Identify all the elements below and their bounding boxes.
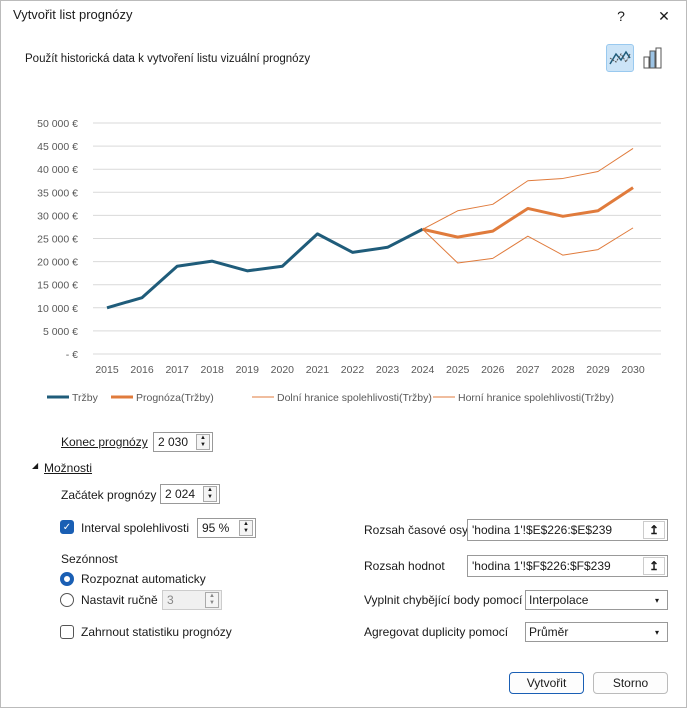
chevron-down-icon: ▾ [655, 595, 660, 605]
y-tick-label: - € [66, 349, 78, 361]
series-line-1 [422, 186, 634, 239]
x-tick-label: 2030 [621, 364, 645, 376]
values-label: Rozsah hodnot [364, 559, 445, 573]
timeline-value[interactable]: 'hodina 1'!$E$226:$E$239 [472, 523, 613, 537]
start-stepper[interactable]: 2 024 ▲ ▼ [160, 484, 220, 504]
x-tick-label: 2019 [236, 364, 260, 376]
values-range-input[interactable]: 'hodina 1'!$F$226:$F$239 ↥ [467, 555, 668, 577]
y-tick-label: 50 000 € [37, 118, 78, 130]
ci-checkbox[interactable]: ✓ [60, 520, 74, 534]
y-tick-label: 25 000 € [37, 234, 78, 246]
series-line-3 [422, 147, 634, 230]
ci-label: Interval spolehlivosti [81, 521, 190, 535]
x-tick-label: 2028 [551, 364, 575, 376]
fill-label: Vyplnit chybějící body pomocí [364, 593, 523, 607]
legend-label: Horní hranice spolehlivosti(Tržby) [458, 392, 614, 404]
create-button[interactable]: Vytvořit [509, 672, 584, 694]
y-tick-label: 10 000 € [37, 303, 78, 315]
x-tick-label: 2029 [586, 364, 610, 376]
seasonality-label: Sezónnost [61, 552, 118, 566]
legend-label: Tržby [72, 392, 99, 404]
chevron-down-icon: ▾ [655, 627, 660, 637]
dialog-title: Vytvořit list prognózy [13, 7, 133, 22]
y-tick-label: 45 000 € [37, 141, 78, 153]
start-value[interactable]: 2 024 [165, 487, 196, 501]
collapse-dialog-icon[interactable]: ↥ [643, 557, 665, 575]
spin-arrows-icon[interactable]: ▲ ▼ [205, 592, 219, 608]
y-tick-label: 30 000 € [37, 210, 78, 222]
collapse-dialog-icon[interactable]: ↥ [643, 521, 665, 539]
series-line-0 [106, 227, 424, 310]
y-tick-label: 35 000 € [37, 187, 78, 199]
stats-checkbox[interactable] [60, 625, 74, 639]
legend-label: Prognóza(Tržby) [136, 392, 214, 404]
fill-select[interactable]: Interpolace ▾ [525, 590, 668, 610]
cancel-button[interactable]: Storno [593, 672, 668, 694]
end-value[interactable]: 2 030 [158, 435, 189, 449]
x-tick-label: 2026 [481, 364, 505, 376]
x-tick-label: 2016 [130, 364, 154, 376]
series-line-2 [422, 227, 634, 264]
stats-label: Zahrnout statistiku prognózy [81, 625, 232, 639]
line-chart-icon [609, 50, 631, 65]
y-tick-label: 15 000 € [37, 280, 78, 292]
x-tick-label: 2015 [95, 364, 119, 376]
auto-label: Rozpoznat automaticky [81, 572, 206, 586]
agg-label: Agregovat duplicity pomocí [364, 625, 509, 639]
legend-label: Dolní hranice spolehlivosti(Tržby) [277, 392, 432, 404]
ci-stepper[interactable]: 95 % ▲ ▼ [197, 518, 256, 538]
timeline-label: Rozsah časové osy [364, 523, 469, 537]
agg-select[interactable]: Průměr ▾ [525, 622, 668, 642]
x-tick-label: 2023 [376, 364, 400, 376]
forecast-chart: - € 5 000 € 10 000 € 15 000 € 20 000 € 25 000… [37, 118, 661, 404]
y-tick-label: 40 000 € [37, 164, 78, 176]
auto-radio[interactable] [60, 572, 74, 586]
end-stepper[interactable]: 2 030 ▲ ▼ [153, 432, 213, 452]
manual-radio[interactable] [60, 593, 74, 607]
help-button[interactable]: ? [617, 8, 625, 24]
x-tick-label: 2027 [516, 364, 540, 376]
options-toggle[interactable]: Možnosti [44, 461, 93, 475]
timeline-range-input[interactable]: 'hodina 1'!$E$226:$E$239 ↥ [467, 519, 668, 541]
close-button[interactable]: ✕ [658, 7, 670, 24]
x-tick-label: 2022 [341, 364, 365, 376]
agg-value: Průměr [529, 625, 569, 639]
x-tick-label: 2021 [306, 364, 330, 376]
y-tick-label: 5 000 € [43, 326, 78, 338]
values-value[interactable]: 'hodina 1'!$F$226:$F$239 [472, 559, 611, 573]
x-tick-label: 2018 [201, 364, 225, 376]
manual-stepper[interactable]: 3 ▲ ▼ [162, 590, 222, 610]
description: Použít historická data k vytvoření listu… [25, 53, 311, 65]
start-label: Začátek prognózy [61, 488, 157, 502]
collapse-icon[interactable]: ◢ [32, 461, 39, 470]
line-chart-button[interactable] [606, 44, 634, 72]
x-tick-label: 2020 [271, 364, 295, 376]
x-tick-label: 2024 [411, 364, 435, 376]
manual-value[interactable]: 3 [167, 593, 174, 607]
spin-arrows-icon[interactable]: ▲ ▼ [239, 520, 253, 536]
column-chart-button[interactable] [639, 44, 667, 72]
end-label: Konec prognózy [61, 435, 148, 449]
spin-arrows-icon[interactable]: ▲ ▼ [196, 434, 210, 450]
column-chart-icon [643, 47, 662, 69]
fill-value: Interpolace [529, 593, 589, 607]
spin-arrows-icon[interactable]: ▲ ▼ [203, 486, 217, 502]
x-tick-label: 2025 [446, 364, 470, 376]
y-tick-label: 20 000 € [37, 257, 78, 269]
x-tick-label: 2017 [165, 364, 189, 376]
ci-value[interactable]: 95 % [202, 521, 230, 535]
manual-label: Nastavit ručně [81, 593, 158, 607]
